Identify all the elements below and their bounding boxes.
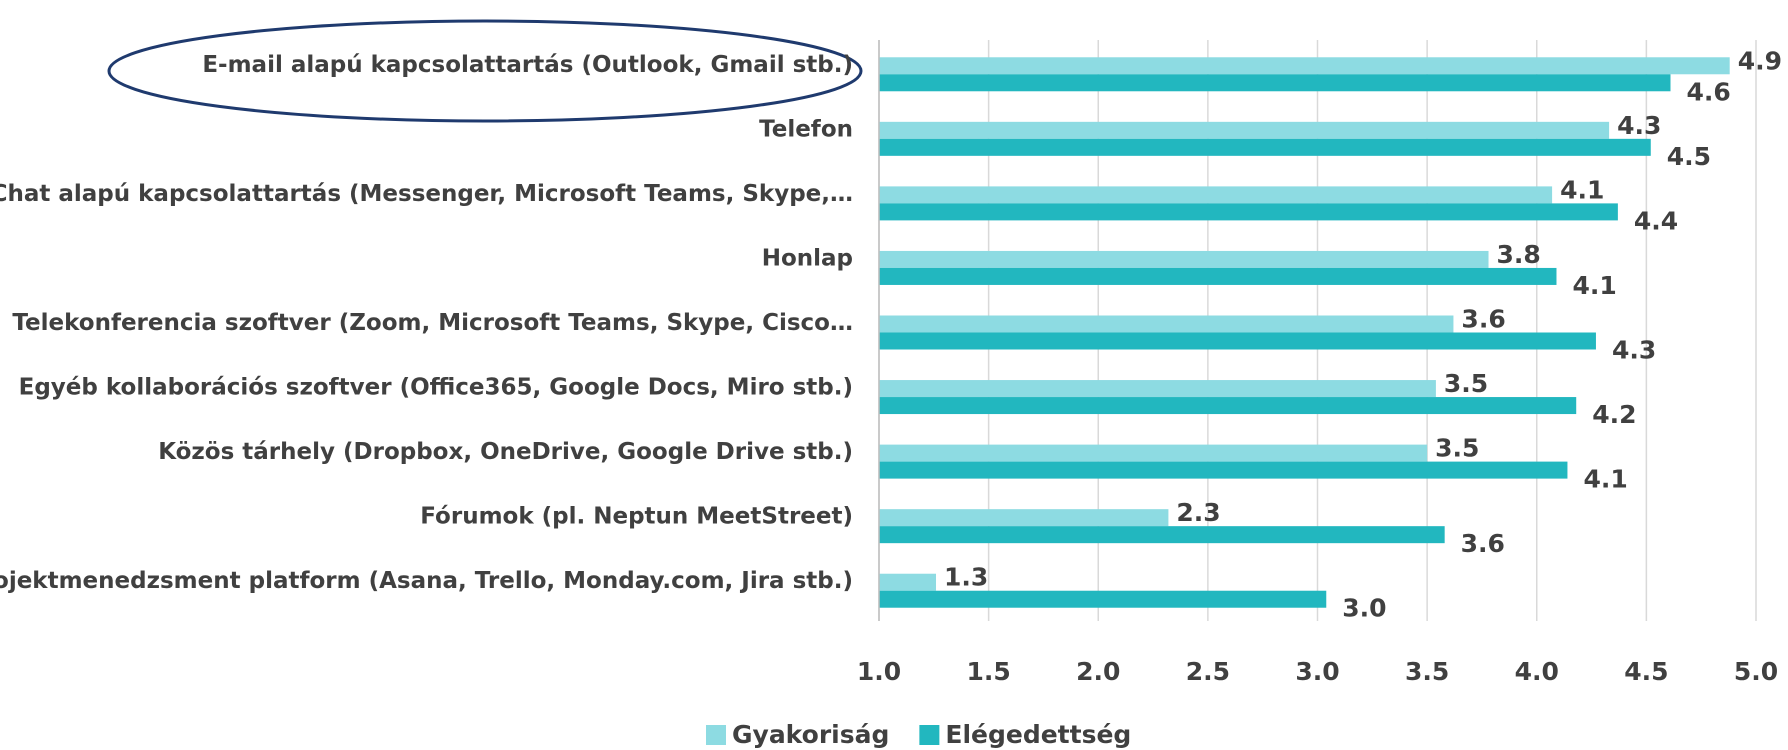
- data-label: 4.1: [1560, 175, 1604, 204]
- bar: [879, 315, 1454, 333]
- bar: [879, 444, 1428, 462]
- x-tick-label: 1.5: [966, 657, 1010, 686]
- data-label: 3.0: [1342, 594, 1386, 623]
- bar: [879, 380, 1436, 398]
- y-tick-label: Honlap: [762, 245, 853, 271]
- y-tick-label: Közös tárhely (Dropbox, OneDrive, Google…: [158, 439, 853, 465]
- y-tick-label: Telekonferencia szoftver (Zoom, Microsof…: [12, 310, 853, 336]
- data-label: 3.5: [1444, 369, 1488, 398]
- bar: [879, 509, 1169, 527]
- data-label: 3.6: [1461, 529, 1505, 558]
- bar: [879, 74, 1671, 92]
- x-tick-label: 5.0: [1734, 657, 1778, 686]
- data-label: 3.8: [1497, 240, 1541, 269]
- bar: [879, 397, 1577, 415]
- y-tick-label: E-mail alapú kapcsolattartás (Outlook, G…: [202, 52, 853, 78]
- data-label: 4.9: [1738, 46, 1782, 75]
- data-label: 4.4: [1634, 206, 1678, 235]
- x-tick-label: 1.0: [857, 657, 901, 686]
- legend-swatch: [919, 725, 940, 745]
- x-tick-label: 3.5: [1405, 657, 1449, 686]
- y-tick-label: Fórumok (pl. Neptun MeetStreet): [420, 504, 853, 530]
- y-tick-label: Egyéb kollaborációs szoftver (Office365,…: [19, 375, 853, 401]
- bar: [879, 121, 1610, 139]
- data-label: 4.5: [1667, 142, 1711, 171]
- legend-label: Gyakoriság: [732, 720, 889, 749]
- bar: [879, 573, 937, 591]
- bar: [879, 250, 1489, 268]
- data-label: 4.3: [1612, 336, 1656, 365]
- data-label: 4.3: [1617, 111, 1661, 140]
- bar: [879, 332, 1596, 350]
- data-label: 4.6: [1686, 77, 1730, 106]
- data-label: 4.1: [1572, 271, 1616, 300]
- x-tick-label: 4.5: [1624, 657, 1668, 686]
- bar: [879, 138, 1651, 156]
- x-tick-label: 2.5: [1186, 657, 1230, 686]
- bar: [879, 57, 1730, 75]
- bar: [879, 526, 1445, 544]
- bar: [879, 461, 1568, 479]
- data-label: 2.3: [1176, 498, 1220, 527]
- bar: [879, 203, 1618, 221]
- highlight-ellipse: [107, 19, 863, 123]
- data-label: 4.2: [1592, 400, 1636, 429]
- data-label: 3.6: [1461, 305, 1505, 334]
- x-tick-label: 3.0: [1295, 657, 1339, 686]
- x-tick-label: 2.0: [1076, 657, 1120, 686]
- y-tick-label: Chat alapú kapcsolattartás (Messenger, M…: [0, 181, 853, 207]
- bar: [879, 267, 1557, 285]
- data-label: 1.3: [944, 563, 988, 592]
- legend-swatch: [706, 725, 726, 745]
- y-tick-label: Projektmenedzsment platform (Asana, Trel…: [0, 568, 853, 594]
- bar: [879, 590, 1327, 608]
- legend-label: Elégedettség: [945, 720, 1131, 749]
- data-label: 4.1: [1583, 465, 1627, 494]
- y-tick-label: Telefon: [759, 116, 853, 142]
- data-label: 3.5: [1435, 434, 1479, 463]
- x-tick-label: 4.0: [1515, 657, 1559, 686]
- bar: [879, 186, 1553, 204]
